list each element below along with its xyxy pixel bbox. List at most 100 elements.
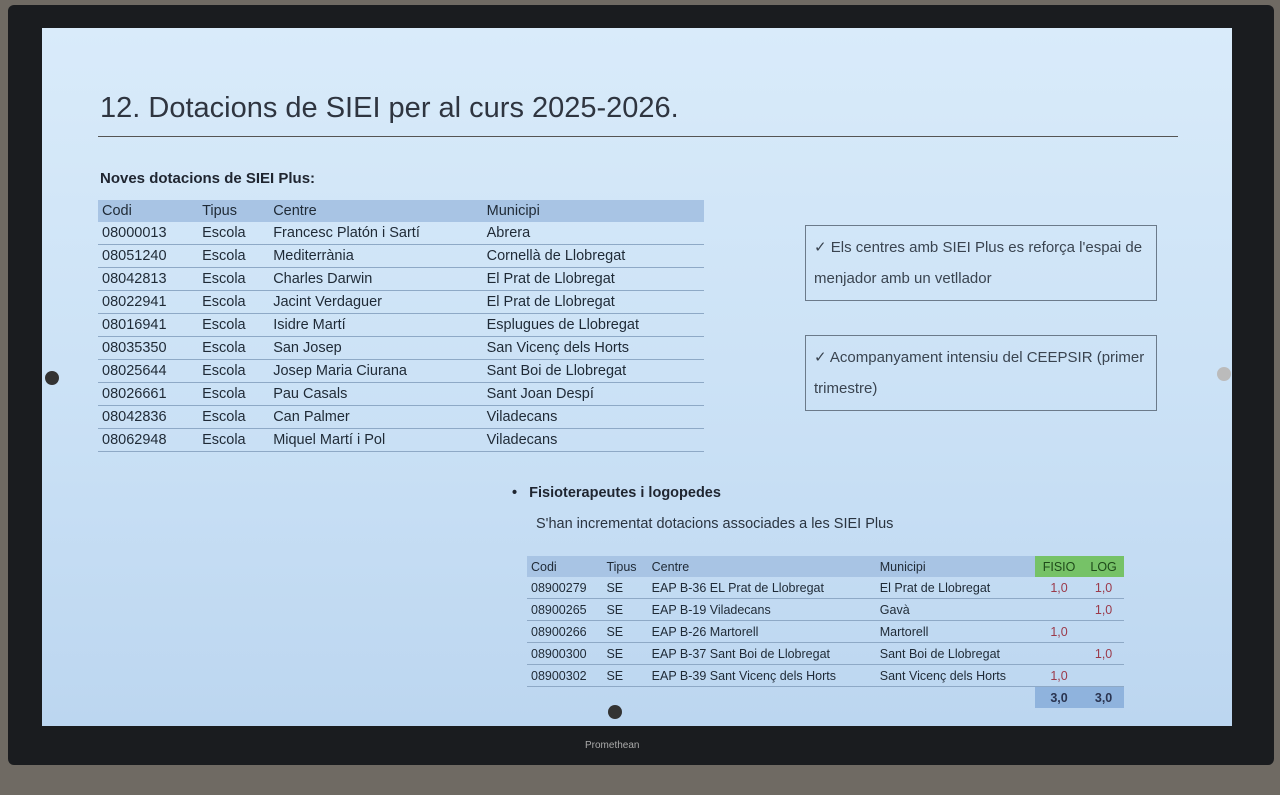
table-cell: Sant Joan Despí <box>482 382 704 406</box>
table-cell: Abrera <box>482 222 704 245</box>
table-cell: SE <box>602 642 648 665</box>
table-cell: 1,0 <box>1083 598 1124 621</box>
table-cell: 08042813 <box>98 267 199 291</box>
bullet-heading: • Fisioterapeutes i logopedes <box>512 485 721 501</box>
table-cell: San Josep <box>269 336 483 360</box>
table-cell: Sant Boi de Llobregat <box>875 642 1035 665</box>
table-cell: Sant Boi de Llobregat <box>482 359 704 383</box>
table-cell: Escola <box>198 428 270 452</box>
table-cell: 08026661 <box>98 382 199 406</box>
empty-cell <box>876 687 1035 709</box>
table-cell: Josep Maria Ciurana <box>269 359 483 383</box>
section-subtitle: Noves dotacions de SIEI Plus: <box>100 170 316 187</box>
table-cell <box>1083 620 1124 643</box>
increment-note: S'han incrementat dotacions associades a… <box>536 516 894 532</box>
bullet-text: Fisioterapeutes i logopedes <box>529 485 721 501</box>
table-cell: Escola <box>198 313 270 337</box>
table-cell: 08016941 <box>98 313 199 337</box>
table-cell: 08900265 <box>527 598 603 621</box>
table-row: 08042813 Escola Charles Darwin El Prat de L… <box>98 267 704 291</box>
table-cell: 1,0 <box>1034 577 1084 599</box>
table-cell: 08042836 <box>98 405 199 429</box>
empty-cell <box>527 687 602 709</box>
table-cell: Escola <box>198 222 270 245</box>
table-cell: El Prat de Llobregat <box>875 577 1035 599</box>
table-row: 08900302 SE EAP B-39 Sant Vicenç dels Hort… <box>527 664 1124 687</box>
column-header: Tipus <box>602 556 648 577</box>
column-header: FISIO <box>1034 556 1084 577</box>
table-row: 08022941 Escola Jacint Verdaguer El Prat de… <box>98 290 704 314</box>
table-row: 08026661 Escola Pau Casals Sant Joan Despí <box>98 382 704 406</box>
column-header: Centre <box>647 556 876 577</box>
table-cell <box>1083 664 1124 687</box>
table-cell: Escola <box>198 244 270 268</box>
column-header: LOG <box>1083 556 1124 577</box>
table-cell: Escola <box>198 405 270 429</box>
table-cell: Escola <box>198 267 270 291</box>
table-cell: Pau Casals <box>269 382 483 406</box>
table-cell: 08025644 <box>98 359 199 383</box>
table-cell: Gavà <box>875 598 1035 621</box>
table-cell: 1,0 <box>1034 620 1084 643</box>
column-header: Municipi <box>482 200 704 222</box>
table-row: 08051240 Escola Mediterrània Cornellà de Ll… <box>98 244 704 268</box>
table-cell <box>1034 642 1084 665</box>
table-cell: 08022941 <box>98 290 199 314</box>
right-handle-icon[interactable] <box>1217 367 1231 381</box>
slide-title: 12. Dotacions de SIEI per al curs 2025-2… <box>100 92 679 124</box>
totals-row: 3,0 3,0 <box>527 686 1124 709</box>
bottom-handle-icon[interactable] <box>608 705 622 719</box>
table-row: 08000013 Escola Francesc Platón i Sartí Abr… <box>98 222 704 245</box>
total-cell: 3,0 <box>1034 686 1084 708</box>
table-cell: Escola <box>198 359 270 383</box>
table-cell: EAP B-36 EL Prat de Llobregat <box>647 577 876 599</box>
table-cell: SE <box>602 620 648 643</box>
table-cell: EAP B-39 Sant Vicenç dels Horts <box>647 664 876 687</box>
table-cell: EAP B-19 Viladecans <box>647 598 876 621</box>
table-cell: 1,0 <box>1034 664 1084 687</box>
column-header: Codi <box>98 200 199 222</box>
table-cell: El Prat de Llobregat <box>482 267 704 291</box>
table-cell: 08900266 <box>527 620 603 643</box>
table-row: 08042836 Escola Can Palmer Viladecans <box>98 405 704 429</box>
table-cell: 08000013 <box>98 222 199 245</box>
left-handle-icon[interactable] <box>45 371 59 385</box>
empty-cell <box>648 687 876 709</box>
title-divider <box>98 136 1178 137</box>
table-cell: Charles Darwin <box>269 267 483 291</box>
total-cell: 3,0 <box>1083 686 1124 708</box>
siei-plus-table: Codi Tipus Centre Municipi 08000013 Escola Fr… <box>98 200 704 452</box>
table-cell: Viladecans <box>482 428 704 452</box>
table-cell: SE <box>602 577 648 599</box>
table-row: 08016941 Escola Isidre Martí Esplugues de L… <box>98 313 704 337</box>
table-cell: SE <box>602 664 648 687</box>
table-row: 08025644 Escola Josep Maria Ciurana Sant Bo… <box>98 359 704 383</box>
table-cell: 08900302 <box>527 664 603 687</box>
table-cell: EAP B-37 Sant Boi de Llobregat <box>647 642 876 665</box>
table-cell: 1,0 <box>1083 577 1124 599</box>
table-cell: Viladecans <box>482 405 704 429</box>
column-header: Codi <box>527 556 603 577</box>
table-cell: Isidre Martí <box>269 313 483 337</box>
ceepsir-note-box: ✓ Acompanyament intensiu del CEEPSIR (pr… <box>805 335 1157 411</box>
table-cell: 08035350 <box>98 336 199 360</box>
monitor-brand-logo: Promethean <box>585 740 640 751</box>
table-cell: San Vicenç dels Horts <box>482 336 704 360</box>
column-header: Centre <box>269 200 483 222</box>
table-cell: Escola <box>198 336 270 360</box>
table-cell: 08900279 <box>527 577 603 599</box>
table-cell: El Prat de Llobregat <box>482 290 704 314</box>
table-cell: Esplugues de Llobregat <box>482 313 704 337</box>
table-cell: Jacint Verdaguer <box>269 290 483 314</box>
table-cell: Escola <box>198 382 270 406</box>
table-row: 08900300 SE EAP B-37 Sant Boi de Llobregat… <box>527 642 1124 665</box>
table-cell: Can Palmer <box>269 405 483 429</box>
table-cell: 08051240 <box>98 244 199 268</box>
table-cell: Francesc Platón i Sartí <box>269 222 483 245</box>
table-cell: EAP B-26 Martorell <box>647 620 876 643</box>
table-row: 08062948 Escola Miquel Martí i Pol Viladeca… <box>98 428 704 452</box>
table-cell: 1,0 <box>1083 642 1124 665</box>
table-cell: Escola <box>198 290 270 314</box>
menjador-note-box: ✓ Els centres amb SIEI Plus es reforça l… <box>805 225 1157 301</box>
table-cell: Martorell <box>875 620 1035 643</box>
